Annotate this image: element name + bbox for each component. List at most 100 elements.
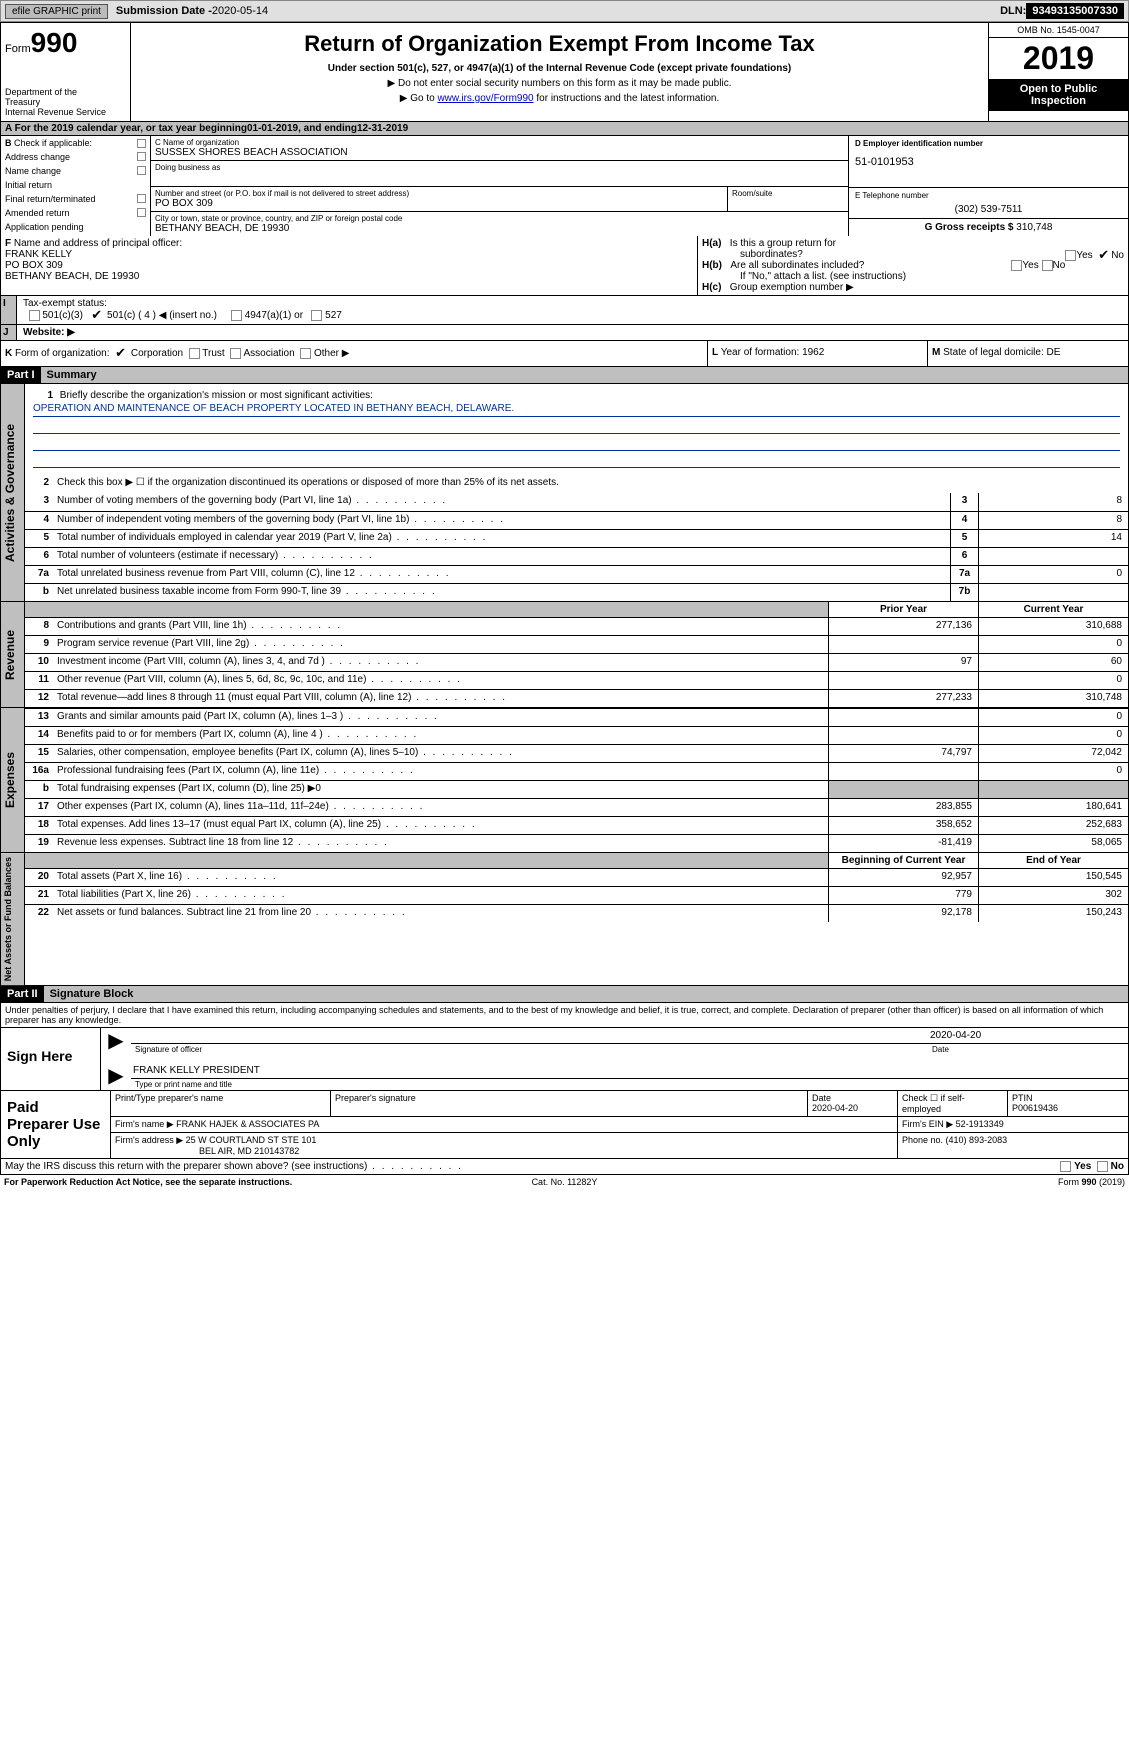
line-text: Professional fundraising fees (Part IX, … xyxy=(53,763,828,780)
firm-addr-label: Firm's address ▶ xyxy=(115,1135,183,1145)
line-num: 16a xyxy=(25,763,53,780)
checkbox-checked-icon[interactable] xyxy=(115,347,128,360)
line-text: Benefits paid to or for members (Part IX… xyxy=(53,727,828,744)
checkbox-icon[interactable] xyxy=(1060,1161,1071,1172)
checkbox-icon[interactable] xyxy=(137,152,146,161)
yes-label: Yes xyxy=(1022,260,1038,271)
checkbox-icon[interactable] xyxy=(1042,260,1053,271)
m-text: State of legal domicile: xyxy=(943,347,1046,358)
checkbox-icon[interactable] xyxy=(1065,250,1076,261)
line-cy: 60 xyxy=(978,654,1128,671)
dln-label: DLN: xyxy=(1000,5,1026,17)
row-fh: F Name and address of principal officer:… xyxy=(0,236,1129,296)
checkbox-checked-icon[interactable] xyxy=(1098,249,1111,262)
vtab-na: Net Assets or Fund Balances xyxy=(1,853,25,985)
checkbox-icon[interactable] xyxy=(29,310,40,321)
footer-question: May the IRS discuss this return with the… xyxy=(0,1159,1129,1175)
submission-date: 2020-05-14 xyxy=(212,5,268,17)
k-text: Form of organization: xyxy=(15,348,110,359)
hb-label: H(b) xyxy=(702,260,722,271)
line-num: 18 xyxy=(25,817,53,834)
line-num: 4 xyxy=(25,512,53,529)
form-header: Form990 Department of the Treasury Inter… xyxy=(0,22,1129,122)
col-h: H(a) Is this a group return for subordin… xyxy=(698,236,1128,295)
col-degh: D Employer identification number 51-0101… xyxy=(848,136,1128,236)
line-cy: 150,545 xyxy=(978,869,1128,886)
checkbox-icon[interactable] xyxy=(137,194,146,203)
line-cy: 0 xyxy=(978,727,1128,744)
part1-header: Part I Summary xyxy=(0,367,1129,384)
form-id: Form 990 (2019) xyxy=(751,1177,1125,1187)
line-text: Grants and similar amounts paid (Part IX… xyxy=(53,709,828,726)
hb-text: Are all subordinates included? xyxy=(730,260,864,271)
header-right: OMB No. 1545-0047 2019 Open to Public In… xyxy=(988,23,1128,121)
checkbox-checked-icon[interactable] xyxy=(91,309,104,322)
tel-label: E Telephone number xyxy=(855,191,1122,200)
line-cy: 0 xyxy=(978,709,1128,726)
irs-link[interactable]: www.irs.gov/Form990 xyxy=(437,93,533,104)
checkbox-icon[interactable] xyxy=(231,310,242,321)
b-opt-3: Final return/terminated xyxy=(5,194,146,204)
line-cy: 252,683 xyxy=(978,817,1128,834)
checkbox-icon[interactable] xyxy=(137,208,146,217)
dba-label: Doing business as xyxy=(155,163,844,172)
open-public-2: Inspection xyxy=(993,95,1124,107)
ha-label: H(a) xyxy=(702,238,721,249)
line-text: Program service revenue (Part VIII, line… xyxy=(53,636,828,653)
line-num: 8 xyxy=(25,618,53,635)
subtitle-1: Under section 501(c), 527, or 4947(a)(1)… xyxy=(141,63,978,74)
line-text: Other expenses (Part IX, column (A), lin… xyxy=(53,799,828,816)
checkbox-icon[interactable] xyxy=(311,310,322,321)
line-num: 21 xyxy=(25,887,53,904)
col-k: K Form of organization: Corporation Trus… xyxy=(1,341,708,366)
line-text: Number of independent voting members of … xyxy=(53,512,950,529)
line-cy: 8 xyxy=(978,493,1128,511)
col-b: B Check if applicable: Address change Na… xyxy=(1,136,151,236)
officer-name: FRANK KELLY xyxy=(5,249,693,260)
checkbox-icon[interactable] xyxy=(137,139,146,148)
checkbox-icon[interactable] xyxy=(300,348,311,359)
no-label: No xyxy=(1053,260,1066,271)
arrow-icon: ▶ xyxy=(101,1028,131,1055)
line-cy: 8 xyxy=(978,512,1128,529)
b-label: B xyxy=(5,138,12,148)
cat-no: Cat. No. 11282Y xyxy=(378,1177,752,1187)
efile-button[interactable]: efile GRAPHIC print xyxy=(5,4,108,19)
signature-field[interactable] xyxy=(131,1028,928,1044)
b-opt-1: Name change xyxy=(5,166,146,176)
tax-year-end: 12-31-2019 xyxy=(357,123,408,134)
checkbox-icon[interactable] xyxy=(189,348,200,359)
summary-exp: Expenses 13 Grants and similar amounts p… xyxy=(0,708,1129,853)
row-a: A For the 2019 calendar year, or tax yea… xyxy=(0,122,1129,136)
line-box: 6 xyxy=(950,548,978,565)
subtitle-3: ▶ Go to www.irs.gov/Form990 for instruct… xyxy=(141,93,978,104)
line-py: 283,855 xyxy=(828,799,978,816)
line2-text: Check this box ▶ ☐ if the organization d… xyxy=(53,475,1128,493)
checkbox-icon[interactable] xyxy=(137,166,146,175)
checkbox-icon[interactable] xyxy=(1011,260,1022,271)
vtab-ag: Activities & Governance xyxy=(1,384,25,601)
checkbox-icon[interactable] xyxy=(230,348,241,359)
firm-addr1: 25 W COURTLAND ST STE 101 xyxy=(186,1135,317,1145)
summary-rev: Revenue Prior Year Current Year 8 Contri… xyxy=(0,602,1129,708)
hb-note: If "No," attach a list. (see instruction… xyxy=(702,271,1124,282)
line-cy xyxy=(978,548,1128,565)
name-title-caption: Type or print name and title xyxy=(131,1079,1128,1090)
line-cy: 72,042 xyxy=(978,745,1128,762)
part2-title: Signature Block xyxy=(44,986,1128,1002)
l-label: L xyxy=(712,347,718,358)
line-text: Number of voting members of the governin… xyxy=(53,493,950,511)
line-num: 7a xyxy=(25,566,53,583)
checkbox-icon[interactable] xyxy=(1097,1161,1108,1172)
line-text: Total unrelated business revenue from Pa… xyxy=(53,566,950,583)
k-other: Other ▶ xyxy=(314,348,349,359)
i-label: I xyxy=(1,296,17,324)
firm-name-label: Firm's name ▶ xyxy=(115,1119,174,1129)
line-num: 12 xyxy=(25,690,53,707)
mission-blank-2 xyxy=(33,437,1120,451)
open-public: Open to Public Inspection xyxy=(989,79,1128,111)
gross-value: 310,748 xyxy=(1016,222,1052,233)
prep-sig-label: Preparer's signature xyxy=(331,1091,808,1116)
form-number: 990 xyxy=(31,27,78,58)
col-f: F Name and address of principal officer:… xyxy=(1,236,698,295)
